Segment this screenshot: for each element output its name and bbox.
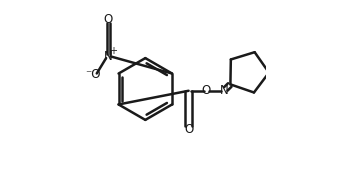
Text: ⁻O: ⁻O — [85, 68, 101, 81]
Text: O: O — [104, 13, 113, 26]
Text: O: O — [201, 84, 211, 97]
Text: +: + — [109, 46, 117, 56]
Text: N: N — [220, 84, 228, 97]
Text: O: O — [184, 123, 193, 136]
Text: N: N — [104, 50, 112, 63]
